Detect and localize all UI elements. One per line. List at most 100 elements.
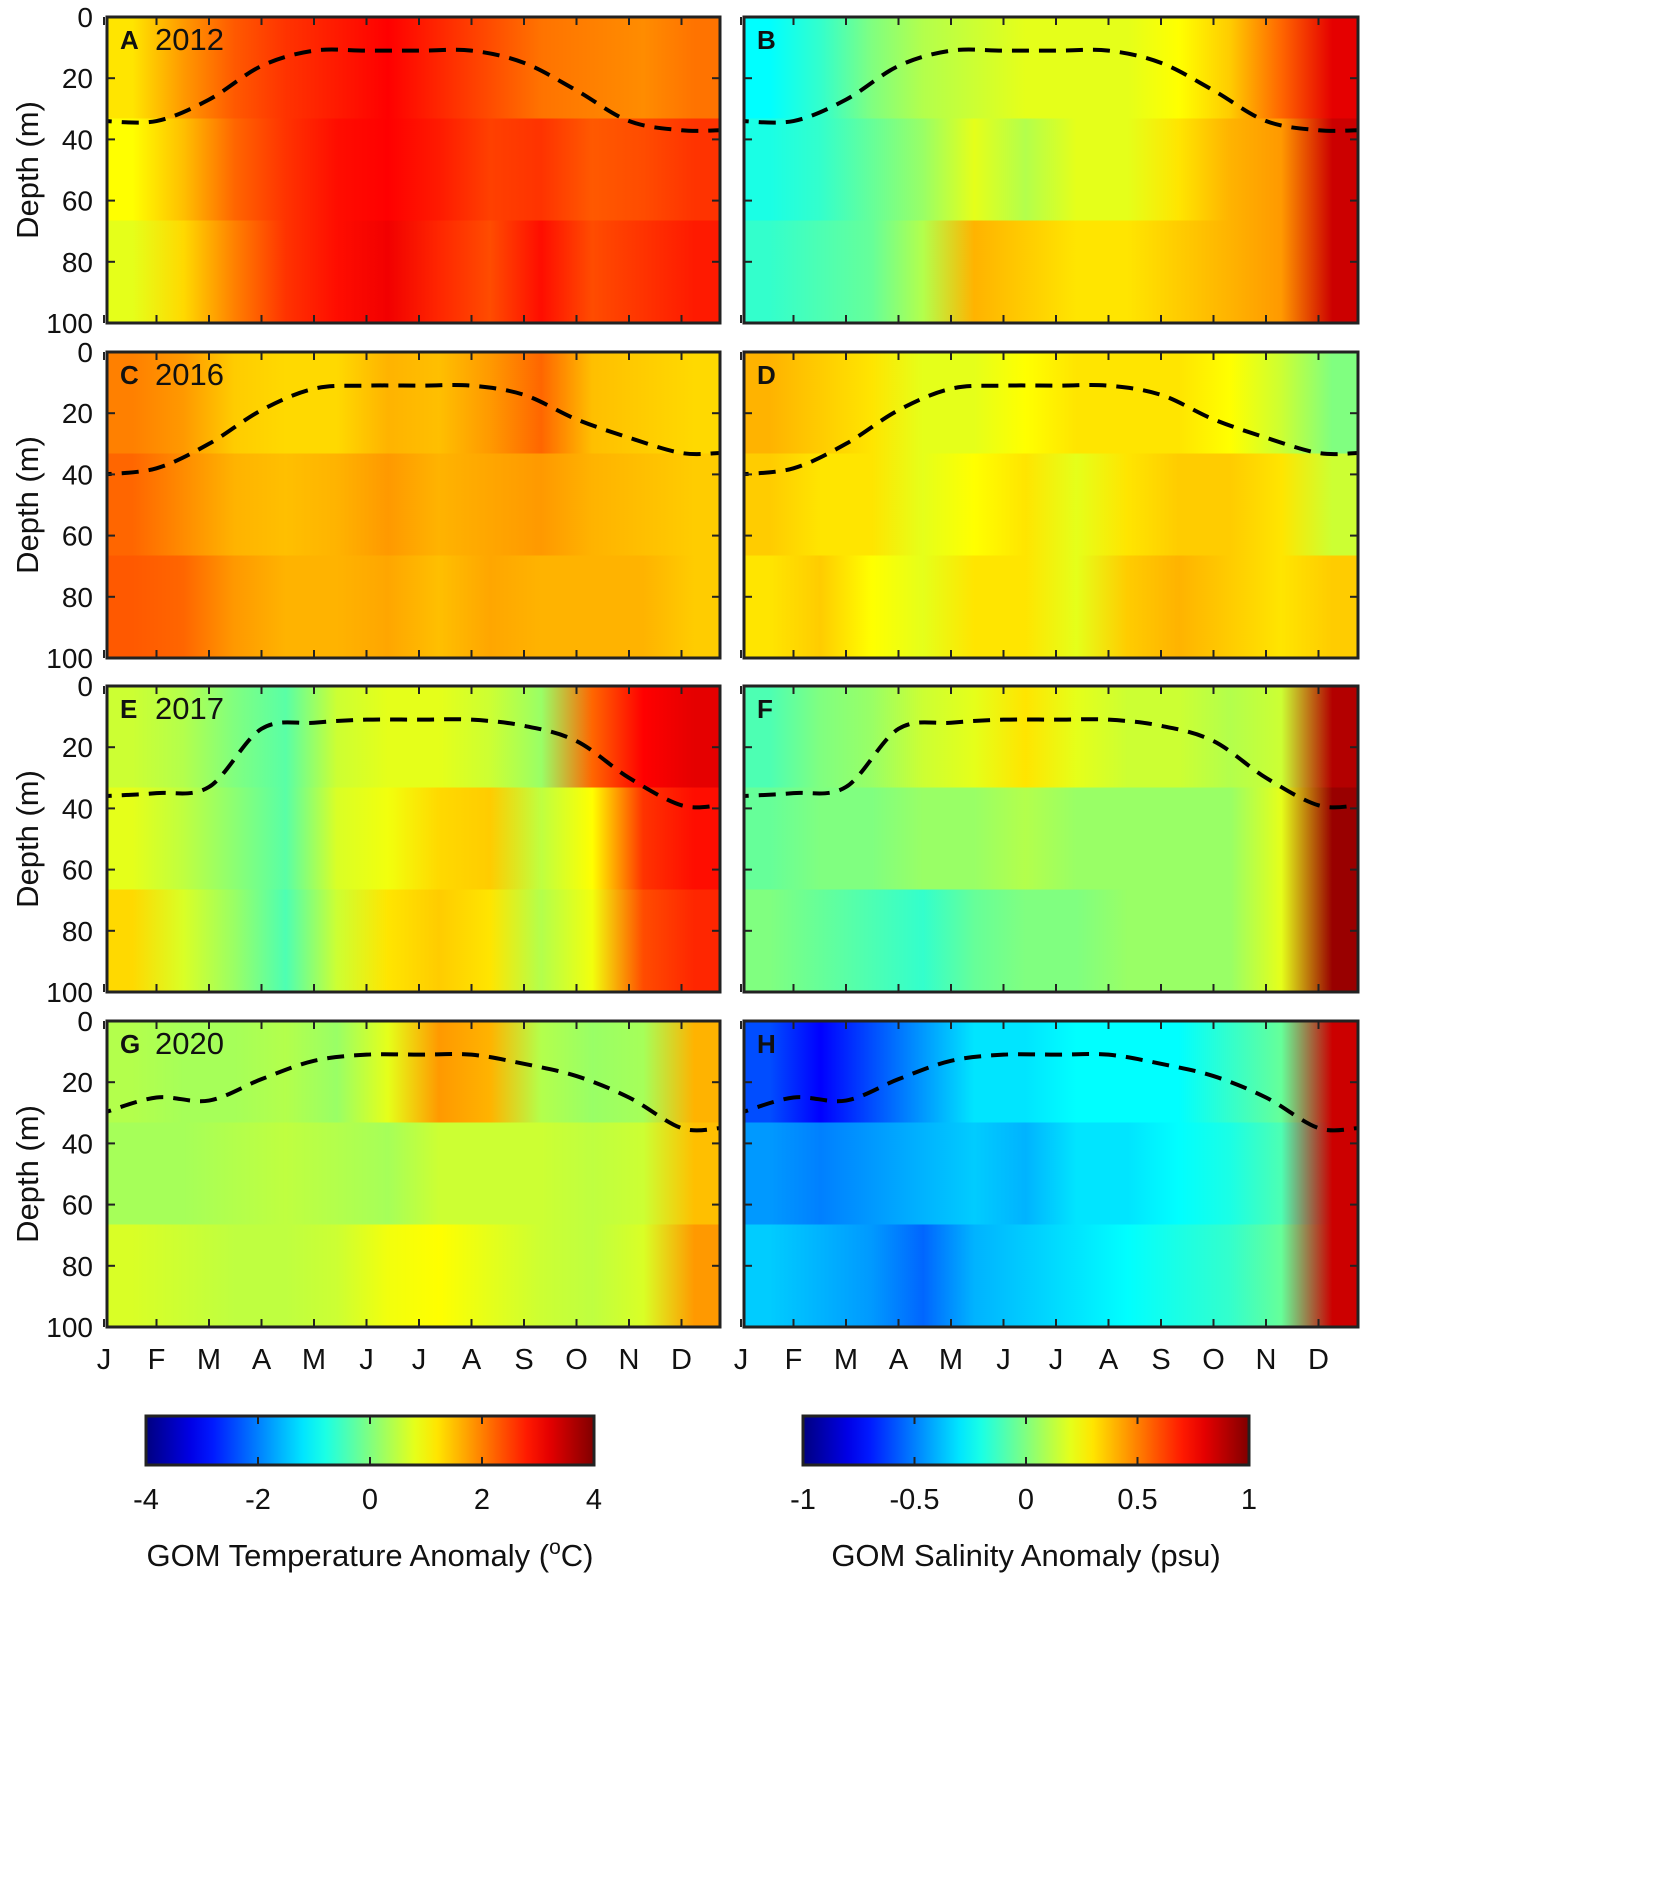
colorbar-tick-label: 0	[1018, 1484, 1034, 1516]
mixed-layer-line	[107, 382, 720, 477]
panel-frame	[742, 684, 1360, 994]
mixed-layer-line	[744, 717, 1358, 810]
heatmap-band	[107, 787, 720, 891]
y-tick-label: 20	[62, 1067, 93, 1098]
colorbar-tick-label: -4	[133, 1484, 159, 1516]
panel-b: B	[740, 15, 1360, 325]
colorbar-bar	[801, 1414, 1251, 1467]
colorbar-tick-label: 1	[1241, 1484, 1257, 1516]
x-tick-label: F	[785, 1344, 803, 1376]
heatmap-band	[107, 352, 720, 455]
panel-letter: F	[757, 694, 773, 724]
heatmap-band	[107, 1021, 720, 1124]
colorbar-tick-label: -1	[790, 1484, 816, 1516]
x-tick-label: D	[1308, 1344, 1329, 1376]
panel-year: 2020	[155, 1026, 224, 1061]
y-axis-label: Depth (m)	[10, 770, 45, 908]
heatmap-band	[744, 453, 1358, 557]
y-tick-label: 100	[46, 977, 93, 1008]
heatmap	[744, 686, 1358, 992]
x-tick-label: O	[1202, 1344, 1225, 1376]
heatmap-band	[744, 787, 1358, 891]
heatmap	[744, 352, 1358, 658]
colorbar-tick-label: -2	[245, 1484, 271, 1516]
x-tick-label: M	[197, 1344, 221, 1376]
x-tick-label: M	[834, 1344, 858, 1376]
y-tick-label: 40	[62, 124, 93, 155]
heatmap	[107, 17, 720, 323]
heatmap	[744, 17, 1358, 323]
y-tick-label: 60	[62, 855, 93, 886]
x-tick-label: M	[939, 1344, 963, 1376]
panel-year: 2016	[155, 357, 224, 392]
y-axis-label: Depth (m)	[10, 101, 45, 239]
x-tick-label: N	[1256, 1344, 1277, 1376]
y-tick-label: 0	[77, 337, 93, 368]
heatmap-band	[744, 889, 1358, 992]
heatmap-band	[107, 1122, 720, 1226]
panel-frame	[742, 350, 1360, 660]
colorbar-label: GOM Temperature Anomaly (oC)	[147, 1536, 594, 1573]
colorbar-label: GOM Salinity Anomaly (psu)	[831, 1538, 1220, 1573]
y-tick-label: 0	[77, 2, 93, 33]
panel-frame	[105, 350, 722, 660]
panel-frame	[742, 1019, 1360, 1329]
colorbar-bar	[144, 1414, 596, 1467]
heatmap-band	[107, 453, 720, 557]
heatmap-band	[107, 889, 720, 992]
colorbar-label-main: GOM Temperature Anomaly (	[147, 1538, 550, 1573]
panel-h: HJ F M A M J J A S O N D	[734, 1019, 1360, 1376]
heatmap-band	[107, 17, 720, 120]
panel-letter: A	[120, 25, 139, 55]
panel-frame	[105, 15, 722, 325]
y-tick-label: 40	[62, 1128, 93, 1159]
heatmap	[107, 1021, 720, 1327]
x-tick-label: A	[1099, 1344, 1119, 1376]
heatmap-band	[744, 17, 1358, 120]
colorbar-label-superscript: o	[549, 1536, 561, 1559]
y-tick-label: 60	[62, 521, 93, 552]
heatmap	[744, 1021, 1358, 1327]
mixed-layer-line	[107, 1051, 720, 1133]
mixed-layer-line	[107, 717, 720, 810]
heatmap-band	[107, 686, 720, 789]
y-tick-label: 0	[77, 671, 93, 702]
y-tick-label: 20	[62, 63, 93, 94]
x-tick-label: J	[1049, 1344, 1064, 1376]
x-tick-label: J	[359, 1344, 374, 1376]
heatmap-band	[744, 1021, 1358, 1124]
panel-letter: E	[120, 694, 137, 724]
x-tick-label: A	[462, 1344, 482, 1376]
y-tick-label: 0	[77, 1006, 93, 1037]
panel-letter: D	[757, 360, 776, 390]
colorbars-group: -4 -2 0 2 4 GOM Temperature Anomaly (oC) -1 -0.…	[133, 1414, 1257, 1573]
panel-letter: B	[757, 25, 776, 55]
panel-year: 2012	[155, 22, 224, 57]
panel-frame	[742, 15, 1360, 325]
heatmap	[107, 686, 720, 992]
heatmap-band	[744, 352, 1358, 455]
colorbar-temperature: -4 -2 0 2 4 GOM Temperature Anomaly (oC)	[133, 1414, 602, 1573]
mixed-layer-line	[107, 47, 720, 133]
x-tick-label: J	[97, 1344, 112, 1376]
colorbar-tick-label: 2	[474, 1484, 490, 1516]
heatmap-band	[744, 1122, 1358, 1226]
panels-group: 0 20 40 60 80 100 Depth (m) A 2012 B 0 20 40 60 80 100 D…	[10, 2, 1360, 1376]
x-tick-label: F	[148, 1344, 166, 1376]
y-tick-label: 60	[62, 186, 93, 217]
panel-a: 0 20 40 60 80 100 Depth (m) A 2012	[10, 2, 722, 339]
x-tick-label: J	[412, 1344, 427, 1376]
heatmap-band	[107, 118, 720, 222]
x-tick-label: S	[1151, 1344, 1170, 1376]
y-tick-label: 20	[62, 732, 93, 763]
y-tick-label: 40	[62, 793, 93, 824]
x-tick-label: A	[252, 1344, 272, 1376]
panel-letter: H	[757, 1029, 776, 1059]
y-tick-label: 100	[46, 643, 93, 674]
panel-e: 0 20 40 60 80 100 Depth (m) E 2017	[10, 671, 722, 1008]
y-tick-label: 20	[62, 398, 93, 429]
panel-letter: G	[120, 1029, 140, 1059]
y-tick-label: 100	[46, 1312, 93, 1343]
panel-f: F	[740, 684, 1360, 994]
